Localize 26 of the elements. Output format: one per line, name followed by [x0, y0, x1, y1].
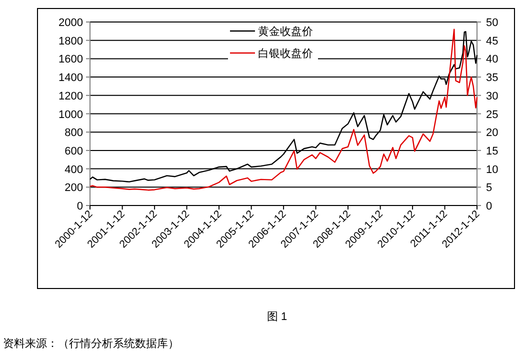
y-tick-label: 2000	[58, 17, 83, 29]
y2-tick-label: 0	[486, 200, 492, 212]
y-tick-label: 600	[64, 145, 83, 158]
y2-tick-label: 35	[486, 72, 498, 84]
y2-tick-label: 50	[486, 17, 498, 29]
text: 资料来源：（行情分析系统数据库）	[3, 337, 179, 350]
legend-label: 黄金收盘价	[258, 25, 313, 38]
y-tick-label: 1400	[58, 72, 83, 84]
y-tick-label: 200	[64, 182, 83, 194]
y-tick-label: 1000	[58, 108, 83, 121]
y-tick-label: 1800	[58, 35, 83, 48]
y-tick-label: 1200	[58, 90, 83, 102]
y-tick-label: 0	[76, 200, 83, 212]
y2-tick-label: 20	[486, 127, 498, 140]
y-tick-label: 1600	[58, 54, 83, 66]
y2-tick-label: 15	[486, 145, 498, 158]
y2-tick-label: 10	[486, 164, 498, 176]
y2-tick-label: 40	[486, 54, 498, 66]
y-tick-label: 400	[64, 164, 83, 176]
legend-label: 白银收盘价	[258, 48, 313, 60]
y-tick-label: 800	[64, 127, 83, 140]
caption: 图 1	[266, 311, 288, 323]
y2-tick-label: 30	[486, 90, 498, 102]
y2-tick-label: 5	[486, 182, 492, 194]
y2-tick-label: 25	[486, 108, 498, 121]
y2-tick-label: 45	[486, 35, 498, 48]
